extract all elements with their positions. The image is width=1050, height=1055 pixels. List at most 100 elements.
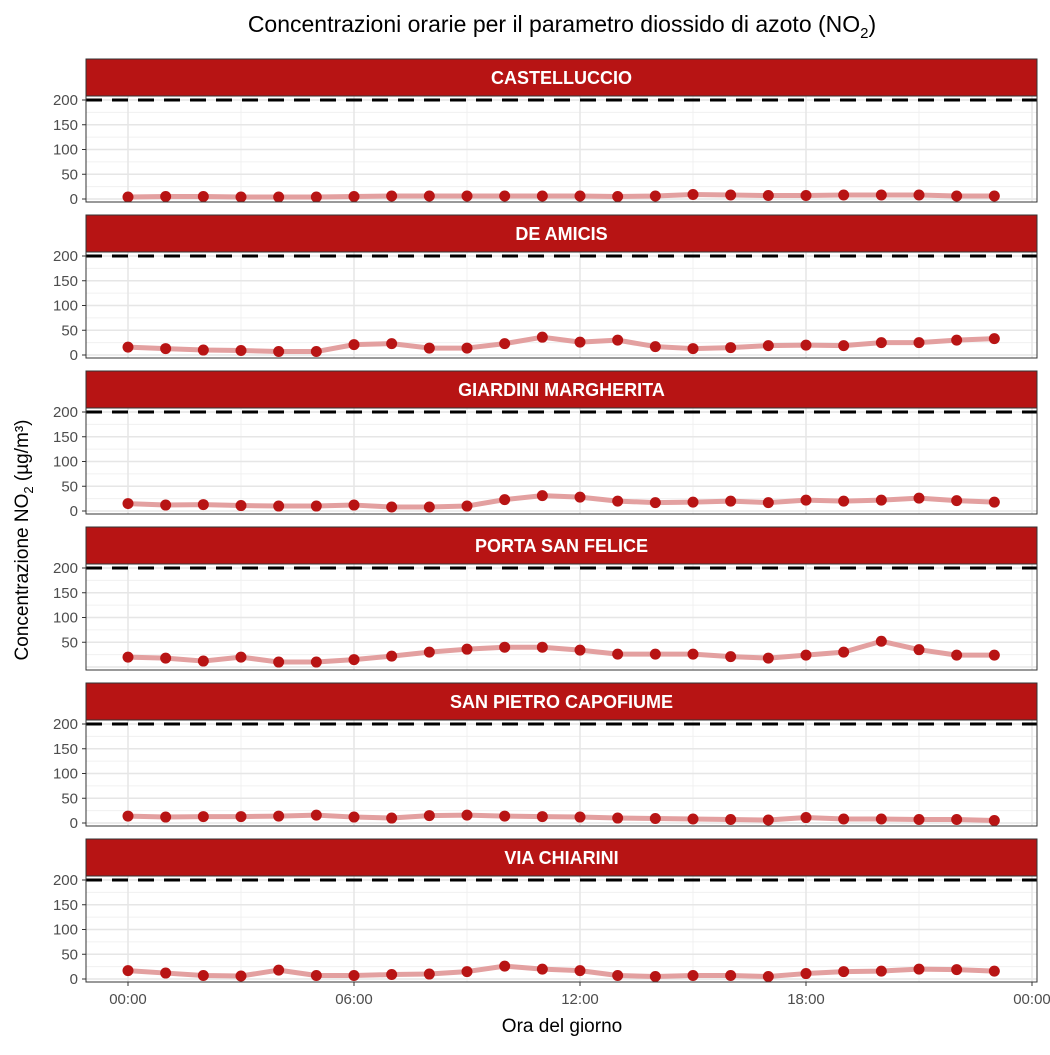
data-point (499, 960, 511, 972)
y-tick-label: 50 (61, 478, 78, 495)
y-tick-label: 200 (53, 248, 78, 265)
strip-label: CASTELLUCCIO (491, 68, 632, 88)
data-point (875, 337, 887, 349)
data-point (988, 965, 1000, 977)
data-point (875, 635, 887, 647)
strip-background (85, 526, 1038, 565)
data-point (687, 189, 699, 201)
data-point (386, 969, 398, 981)
data-point (838, 189, 850, 201)
data-point (499, 641, 511, 653)
data-point (536, 641, 548, 653)
data-point (273, 656, 285, 668)
data-point (913, 337, 925, 349)
data-point (988, 496, 1000, 508)
panel-san-pietro-capofiume: SAN PIETRO CAPOFIUME 0 50 100 150 200 (53, 682, 1038, 832)
data-point (273, 810, 285, 822)
data-point (951, 649, 963, 661)
data-point (386, 338, 398, 350)
data-point (235, 345, 247, 357)
data-point (160, 343, 172, 355)
data-point (988, 815, 1000, 827)
data-point (574, 336, 586, 348)
data-point (725, 814, 737, 826)
data-point (197, 655, 209, 667)
y-tick-label: 0 (70, 191, 78, 208)
y-tick-label: 100 (53, 766, 78, 783)
data-point (499, 810, 511, 822)
data-point (235, 811, 247, 823)
data-point (461, 809, 473, 821)
data-point (574, 965, 586, 977)
y-tick-label: 200 (53, 92, 78, 109)
data-point (235, 500, 247, 512)
x-tick-label: 18:00 (787, 991, 825, 1008)
data-point (725, 970, 737, 982)
data-point (461, 190, 473, 202)
data-point (762, 971, 774, 983)
panel-giardini-margherita: GIARDINI MARGHERITA 0 50 100 150 200 (53, 370, 1038, 520)
strip-background (85, 370, 1038, 409)
y-tick-label: 50 (61, 790, 78, 807)
data-point (348, 191, 360, 203)
y-tick-label: 100 (53, 454, 78, 471)
data-point (461, 643, 473, 655)
y-tick-label: 150 (53, 117, 78, 134)
x-tick-label: 00:00 (109, 991, 147, 1008)
y-tick-label: 50 (61, 322, 78, 339)
data-point (423, 501, 435, 513)
data-point (310, 500, 322, 512)
chart-title: Concentrazioni orarie per il parametro d… (248, 11, 876, 42)
data-point (423, 810, 435, 822)
y-tick-label: 150 (53, 585, 78, 602)
data-point (913, 644, 925, 656)
data-point (800, 649, 812, 661)
data-point (649, 648, 661, 660)
data-point (536, 811, 548, 823)
data-point (687, 970, 699, 982)
data-point (499, 494, 511, 506)
data-point (649, 813, 661, 825)
data-point (235, 970, 247, 982)
data-point (197, 499, 209, 511)
data-point (160, 652, 172, 664)
data-point (348, 811, 360, 823)
data-point (725, 342, 737, 354)
data-point (423, 968, 435, 980)
panel-via-chiarini: VIA CHIARINI 0 50 100 150 200 (53, 838, 1038, 988)
data-point (951, 814, 963, 826)
data-point (160, 811, 172, 823)
data-point (386, 190, 398, 202)
data-point (160, 191, 172, 203)
x-axis-label: Ora del giorno (502, 1016, 622, 1037)
data-point (800, 339, 812, 351)
panel-castelluccio: CASTELLUCCIO 0 50 100 150 200 (53, 58, 1038, 208)
x-tick-label: 06:00 (335, 991, 373, 1008)
data-point (687, 813, 699, 825)
data-point (536, 490, 548, 502)
data-point (122, 965, 134, 977)
data-point (725, 189, 737, 201)
data-point (160, 499, 172, 511)
data-point (913, 492, 925, 504)
y-tick-label: 100 (53, 610, 78, 627)
strip-label: VIA CHIARINI (504, 848, 618, 868)
strip-background (85, 214, 1038, 253)
y-tick-label: 0 (70, 347, 78, 364)
data-point (574, 491, 586, 503)
panel-porta-san-felice: PORTA SAN FELICE 50 100 150 200 (53, 526, 1038, 671)
y-tick-label: 0 (70, 503, 78, 520)
data-point (273, 346, 285, 358)
data-point (875, 494, 887, 506)
data-point (386, 650, 398, 662)
data-point (612, 334, 624, 346)
strip-label: GIARDINI MARGHERITA (458, 380, 665, 400)
data-point (951, 964, 963, 976)
strip-label: DE AMICIS (515, 224, 607, 244)
series-line (127, 334, 995, 355)
data-point (197, 970, 209, 982)
data-point (951, 190, 963, 202)
series-line (127, 963, 995, 980)
